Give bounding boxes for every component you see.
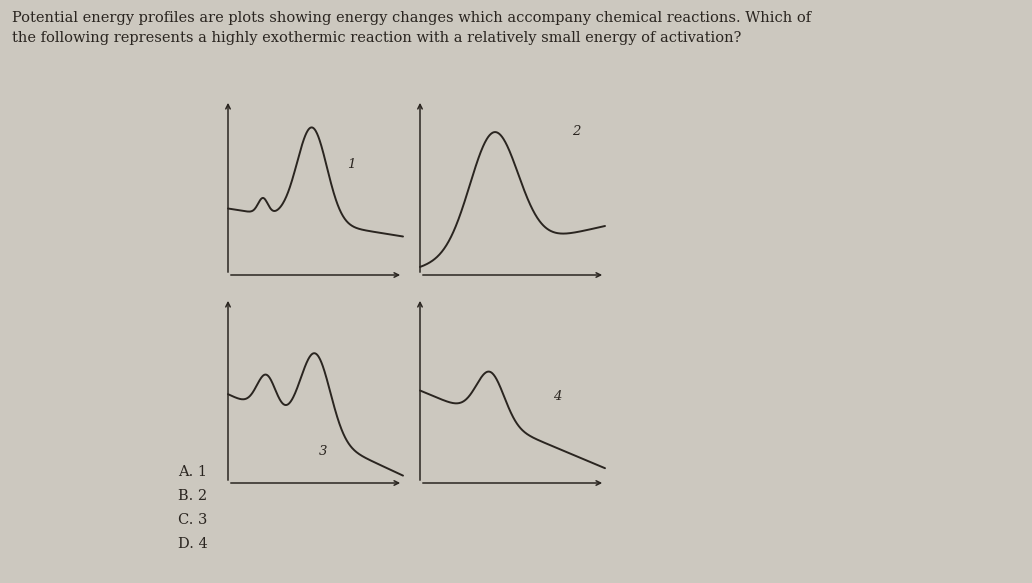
Text: A. 1
B. 2
C. 3
D. 4: A. 1 B. 2 C. 3 D. 4 xyxy=(178,465,207,551)
Text: 3: 3 xyxy=(319,445,327,458)
Text: 4: 4 xyxy=(553,389,561,402)
Text: Potential energy profiles are plots showing energy changes which accompany chemi: Potential energy profiles are plots show… xyxy=(12,11,811,45)
Text: 2: 2 xyxy=(572,125,580,138)
Text: 1: 1 xyxy=(347,158,355,171)
